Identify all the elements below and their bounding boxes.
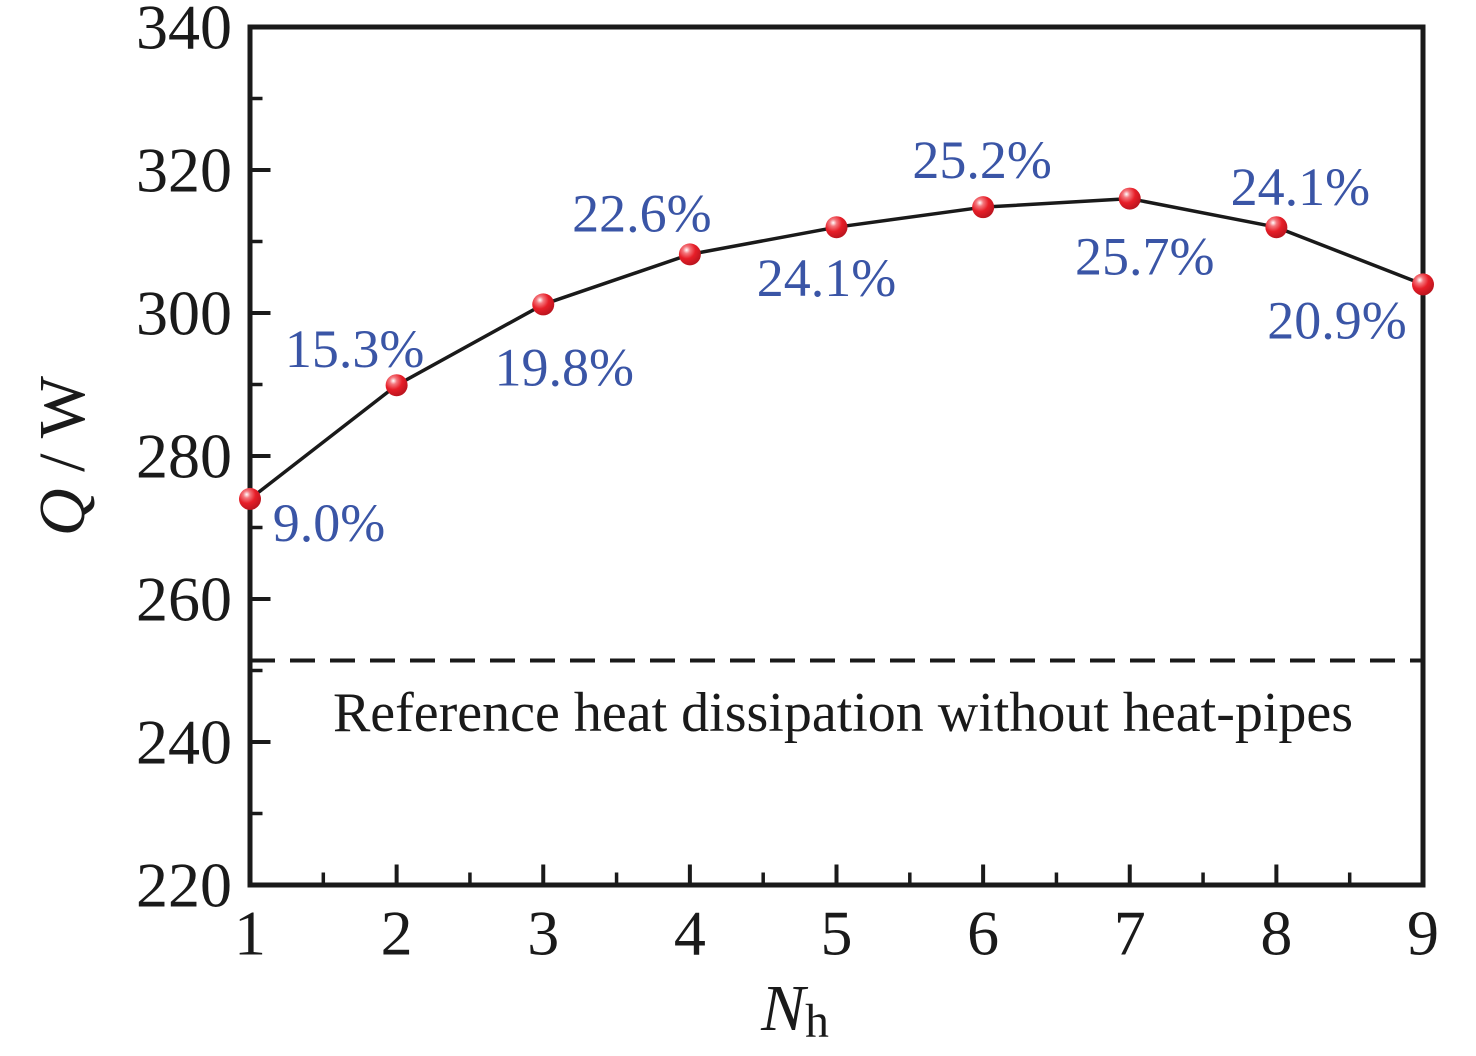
x-tick-label: 1 (234, 898, 266, 969)
y-tick-label: 300 (136, 278, 232, 349)
reference-line-label: Reference heat dissipation without heat-… (333, 682, 1353, 744)
x-tick-label: 3 (527, 898, 559, 969)
data-point-marker (532, 293, 555, 316)
y-tick-label: 260 (136, 564, 232, 635)
x-tick-label: 2 (381, 898, 413, 969)
data-point-marker (678, 243, 701, 266)
data-point-label: 15.3% (285, 319, 424, 379)
x-tick-label: 4 (674, 898, 706, 969)
data-point-marker (825, 216, 848, 239)
data-point-label: 24.1% (1231, 157, 1370, 217)
y-axis-title: Q / W (26, 375, 99, 536)
y-tick-label: 340 (136, 0, 232, 63)
plot-border (247, 24, 1426, 888)
x-tick-label: 5 (821, 898, 853, 969)
x-tick-label: 8 (1260, 898, 1292, 969)
data-point-marker (385, 374, 408, 397)
data-point-label: 24.1% (757, 248, 896, 308)
data-point-label: 25.2% (912, 130, 1051, 190)
data-point-marker (239, 487, 261, 510)
data-point-label: 22.6% (572, 183, 711, 243)
data-point-marker (1412, 273, 1434, 296)
data-point-marker (972, 196, 995, 219)
x-tick-label: 9 (1407, 898, 1439, 969)
x-tick-label: 6 (967, 898, 999, 969)
x-tick-label: 7 (1114, 898, 1146, 969)
y-tick-label: 320 (136, 135, 232, 206)
data-point-marker (1118, 187, 1141, 210)
y-tick-label: 240 (136, 707, 232, 778)
y-tick-label: 280 (136, 421, 232, 492)
data-series-line (248, 196, 1424, 501)
data-point-label: 20.9% (1267, 290, 1406, 350)
data-point-marker (1265, 216, 1288, 239)
data-point-label: 25.7% (1075, 227, 1214, 287)
x-axis-title: Nh (760, 972, 829, 1049)
y-tick-label: 220 (136, 850, 232, 921)
data-point-label: 9.0% (273, 493, 385, 553)
data-point-label: 19.8% (495, 337, 634, 397)
